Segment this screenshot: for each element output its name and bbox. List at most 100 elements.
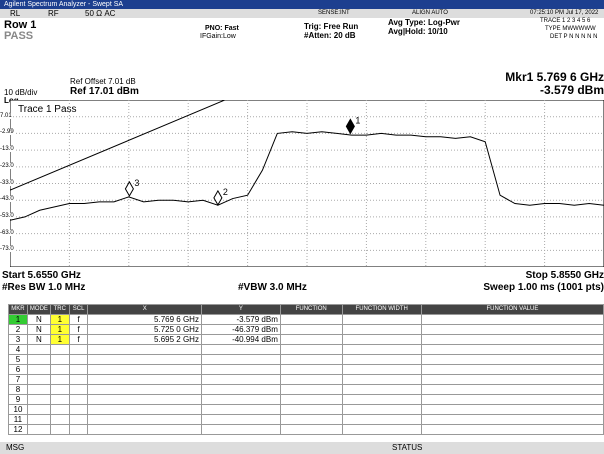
table-row: 1 N 1 f 5.769 6 GHz -3.579 dBm	[8, 314, 604, 325]
table-cell	[420, 354, 604, 365]
table-cell: -3.579 dBm	[200, 314, 281, 325]
table-cell	[420, 404, 604, 415]
table-row: 4	[8, 344, 604, 355]
y-tick-label: -33.0	[0, 179, 14, 186]
y-tick-label: -23.0	[0, 162, 14, 169]
column-header: Y	[200, 304, 281, 315]
table-cell	[341, 384, 422, 395]
header-row: MKR MODE TRC SCL X Y FUNCTION FUNCTION WIDTH FUN…	[8, 304, 604, 315]
table-cell	[420, 314, 604, 325]
table-cell	[341, 324, 422, 335]
table-cell: 1	[49, 334, 70, 345]
marker-label: 2	[223, 187, 228, 197]
trig: Trig: Free Run	[304, 22, 359, 31]
db-div: 10 dB/div	[4, 88, 38, 97]
table-row: 6	[8, 364, 604, 375]
table-cell: 5.695 2 GHz	[87, 334, 202, 345]
ref-level: Ref 17.01 dBm	[70, 86, 139, 97]
table-cell	[279, 354, 343, 365]
table-row: 12	[8, 424, 604, 435]
table-cell	[279, 384, 343, 395]
table-cell	[341, 404, 422, 415]
column-header: MODE	[26, 304, 51, 315]
avg-type: Avg Type: Log-Pwr	[388, 18, 460, 27]
atten: #Atten: 20 dB	[304, 31, 356, 40]
trace-label: Trace 1 Pass	[18, 104, 77, 115]
table-cell	[87, 354, 202, 365]
table-cell	[68, 424, 89, 435]
table-cell: 1	[49, 324, 70, 335]
sweep: Sweep 1.00 ms (1001 pts)	[483, 282, 604, 293]
table-cell	[279, 344, 343, 355]
table-cell	[87, 394, 202, 405]
marker	[213, 189, 223, 206]
marker-table: MKR MODE TRC SCL X Y FUNCTION FUNCTION WIDTH FUN…	[8, 304, 604, 435]
table-cell	[87, 364, 202, 375]
table-cell	[68, 404, 89, 415]
table-cell	[26, 394, 51, 405]
align: ALIGN AUTO	[412, 10, 448, 16]
y-tick-label: -73.0	[0, 246, 14, 253]
table-cell	[26, 354, 51, 365]
table-cell	[341, 414, 422, 425]
y-tick-label: -53.0	[0, 212, 14, 219]
table-cell	[200, 344, 281, 355]
table-cell	[26, 404, 51, 415]
table-cell	[87, 424, 202, 435]
table-cell	[49, 404, 70, 415]
table-cell	[279, 394, 343, 405]
table-cell	[49, 394, 70, 405]
marker-label: 1	[355, 115, 360, 125]
marker-readout: Mkr1 5.769 6 GHz	[505, 70, 604, 84]
y-tick-label: -2.99	[0, 129, 14, 136]
table-cell: 5.725 0 GHz	[87, 324, 202, 335]
table-cell: 10	[8, 404, 28, 415]
table-cell	[68, 354, 89, 365]
table-cell	[279, 324, 343, 335]
y-tick-label: -13.0	[0, 146, 14, 153]
vbw: #VBW 3.0 MHz	[238, 282, 307, 293]
table-cell	[279, 334, 343, 345]
column-header: X	[87, 304, 202, 315]
table-cell	[87, 384, 202, 395]
trace-row: TRACE 1 2 3 4 5 6	[540, 18, 591, 24]
table-cell	[68, 394, 89, 405]
start-freq: Start 5.6550 GHz	[2, 270, 81, 281]
table-cell	[420, 384, 604, 395]
table-cell	[279, 314, 343, 325]
table-cell	[341, 374, 422, 385]
y-tick-label: -43.0	[0, 196, 14, 203]
status: STATUS	[392, 443, 423, 452]
rbw: #Res BW 1.0 MHz	[2, 282, 86, 293]
table-cell: f	[68, 314, 89, 325]
table-cell	[420, 374, 604, 385]
table-cell	[49, 414, 70, 425]
table-cell: 5	[8, 354, 28, 365]
table-cell	[341, 354, 422, 365]
column-header: FUNCTION VALUE	[420, 304, 604, 315]
table-cell	[68, 344, 89, 355]
table-cell	[279, 374, 343, 385]
table-cell	[200, 394, 281, 405]
plot: Trace 1 Pass 1 2 3	[10, 100, 604, 267]
table-cell: 1	[8, 314, 28, 325]
table-row: 5	[8, 354, 604, 365]
table-row: 7	[8, 374, 604, 385]
table-cell	[341, 424, 422, 435]
trace	[10, 131, 604, 221]
marker	[345, 118, 355, 135]
table-cell	[87, 414, 202, 425]
pass: PASS	[4, 30, 34, 42]
table-cell: 11	[8, 414, 28, 425]
table-cell	[420, 344, 604, 355]
title-bar: Agilent Spectrum Analyzer - Swept SA	[0, 0, 604, 9]
table-row: 11	[8, 414, 604, 425]
table-cell: 3	[8, 334, 28, 345]
avg-hold: Avg|Hold: 10/10	[388, 27, 448, 36]
table-cell	[420, 324, 604, 335]
table-cell	[26, 384, 51, 395]
ref-offset: Ref Offset 7.01 dB	[70, 77, 136, 86]
table-cell	[200, 424, 281, 435]
table-cell	[26, 374, 51, 385]
